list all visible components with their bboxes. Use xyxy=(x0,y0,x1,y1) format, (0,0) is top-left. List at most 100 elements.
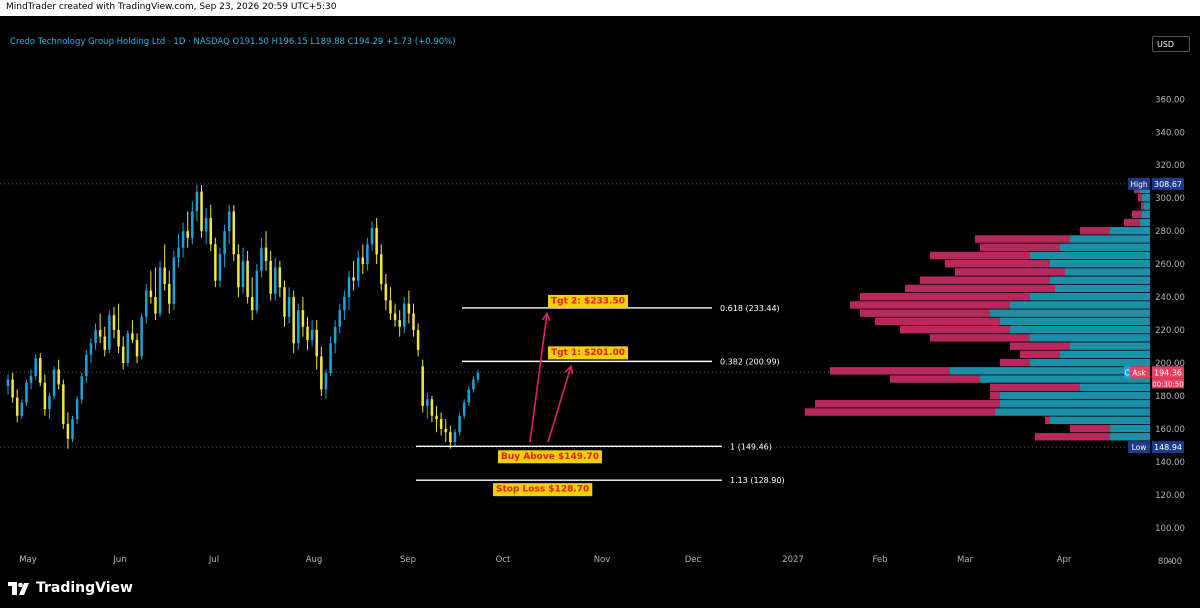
close-marker-box xyxy=(1124,366,1130,379)
candle-body xyxy=(140,316,143,357)
price-tag-label: Ask xyxy=(1132,368,1146,377)
annotation-box xyxy=(548,294,629,308)
price-value-label: 148.94 xyxy=(1154,443,1182,452)
candle-body xyxy=(283,287,286,317)
price-chart[interactable]: 80.00 100.00 120.00 140.00 160.00 180.00 200.0… xyxy=(0,16,1200,570)
candle-body xyxy=(278,267,282,288)
arrow-shaft xyxy=(529,313,548,443)
candle-body xyxy=(416,330,420,350)
candle-body xyxy=(214,244,217,281)
x-tick-label: Nov xyxy=(594,555,611,565)
candle-body xyxy=(430,399,434,416)
candle-body xyxy=(172,257,176,304)
candle-body xyxy=(476,372,480,380)
y-tick-label: 220.00 xyxy=(1155,326,1185,336)
volume-profile-up-bar xyxy=(1110,433,1150,441)
annotations: Tgt 2: $233.50 Tgt 1: $201.00 Buy Above $1… xyxy=(493,294,629,497)
volume-profile-down-bar xyxy=(990,391,1000,400)
volume-profile-up-bar xyxy=(1010,325,1150,334)
candle-body xyxy=(389,300,392,314)
candle-body xyxy=(62,384,65,424)
price-value-label: 308.67 xyxy=(1154,180,1182,189)
candle-body xyxy=(191,211,194,238)
volume-profile-down-bar xyxy=(805,408,995,416)
volume-profile-up-bar xyxy=(1050,416,1150,424)
candle-body xyxy=(462,402,466,416)
candle-body xyxy=(449,432,452,443)
volume-profile-up-bar xyxy=(1140,218,1150,227)
tradingview-logo[interactable]: TradingView xyxy=(8,580,133,596)
volume-profile-up-bar xyxy=(1030,334,1150,342)
volume-profile-up-bar xyxy=(1110,227,1150,235)
candle-body xyxy=(103,336,107,350)
y-tick-label: 180.00 xyxy=(1155,392,1185,402)
candle-body xyxy=(11,379,14,398)
candle-body xyxy=(237,254,240,288)
candle-body xyxy=(412,313,415,331)
price-value-box xyxy=(1152,366,1184,379)
price-value-box xyxy=(1152,441,1184,454)
price-sub-box xyxy=(1152,378,1184,389)
candles xyxy=(6,185,480,449)
volume-profile-down-bar xyxy=(860,292,1030,301)
y-tick-label: 240.00 xyxy=(1155,293,1185,303)
y-tick-label: 320.00 xyxy=(1155,161,1185,171)
auto-scale-label[interactable]: A xyxy=(1168,557,1173,565)
candle-body xyxy=(209,217,213,245)
x-tick-label: Mar xyxy=(957,555,974,565)
candle-body xyxy=(149,290,153,298)
volume-profile-up-bar xyxy=(1050,260,1150,268)
x-axis: May Jun Jul Aug Sep Oct Nov Dec 2027 Feb Mar Apr A xyxy=(19,555,1172,565)
candle-body xyxy=(375,227,378,255)
annotation-label: Stop Loss $128.70 xyxy=(496,485,589,495)
volume-profile-down-bar xyxy=(920,276,1050,284)
fib-level-label: 1.13 (128.90) xyxy=(730,476,785,485)
volume-profile-down-bar xyxy=(980,243,1060,251)
candle-body xyxy=(301,310,305,327)
volume-profile-down-bar xyxy=(1124,218,1140,227)
top-caption-bar: MindTrader created with TradingView.com,… xyxy=(0,0,1200,16)
price-tag-box xyxy=(1128,441,1150,454)
candle-body xyxy=(333,326,337,344)
currency-button[interactable]: USD xyxy=(1152,36,1190,52)
symbol-legend: Credo Technology Group Holding Ltd · 1D … xyxy=(10,37,456,47)
volume-profile-down-bar xyxy=(1132,210,1142,218)
candle-body xyxy=(181,231,185,248)
volume-profile-down-bar xyxy=(900,325,1010,334)
candle-body xyxy=(195,191,199,212)
candle-body xyxy=(38,358,42,383)
candle-body xyxy=(264,247,268,261)
chart-frame[interactable]: 80.00 100.00 120.00 140.00 160.00 180.00 200.0… xyxy=(0,16,1200,570)
candle-body xyxy=(329,343,332,373)
candle-body xyxy=(34,358,37,377)
candle-body xyxy=(338,310,342,327)
candle-body xyxy=(25,382,28,403)
candle-body xyxy=(15,397,19,416)
candle-body xyxy=(370,227,374,245)
volume-profile-up-bar xyxy=(1030,358,1150,367)
candle-body xyxy=(112,315,116,331)
candle-body xyxy=(89,343,93,355)
arrow-shaft xyxy=(547,366,572,443)
candle-body xyxy=(361,257,365,265)
candle-body xyxy=(343,297,346,311)
candle-body xyxy=(273,267,277,294)
volume-profile-up-bar xyxy=(995,408,1150,416)
volume-profile-up-bar xyxy=(1080,383,1150,392)
candle-body xyxy=(255,270,259,311)
candle-body xyxy=(439,419,443,429)
candle-body xyxy=(52,369,56,396)
annotation-box xyxy=(493,483,593,497)
candle-body xyxy=(310,330,314,340)
candle-body xyxy=(250,297,254,311)
candle-body xyxy=(453,432,457,443)
candle-body xyxy=(315,330,318,357)
volume-profile-up-bar xyxy=(990,309,1150,317)
volume-profile-down-bar xyxy=(975,235,1070,243)
volume-profile-down-bar xyxy=(1045,416,1050,424)
price-sub-label: 00:30:50 xyxy=(1152,380,1183,388)
x-tick-label: Jun xyxy=(112,555,126,565)
y-tick-label: 160.00 xyxy=(1155,425,1185,435)
candle-body xyxy=(218,254,222,281)
candle-body xyxy=(269,260,272,294)
